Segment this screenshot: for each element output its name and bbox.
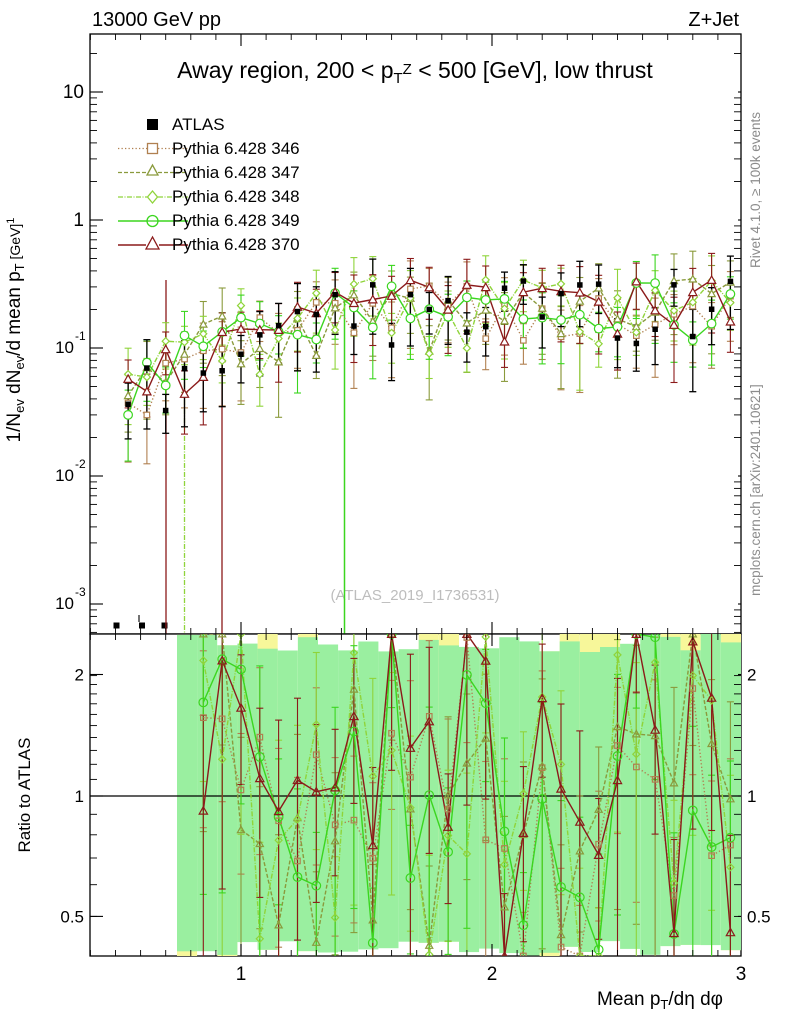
- svg-text:2: 2: [747, 666, 756, 685]
- svg-text:mcplots.cern.ch [arXiv:2401.10: mcplots.cern.ch [arXiv:2401.10621]: [748, 384, 763, 596]
- svg-text:Z+Jet: Z+Jet: [688, 9, 739, 31]
- svg-text:-2: -2: [75, 457, 86, 471]
- svg-text:Ratio to ATLAS: Ratio to ATLAS: [15, 738, 34, 853]
- svg-text:Rivet 4.1.0, ≥ 100k events: Rivet 4.1.0, ≥ 100k events: [748, 112, 763, 268]
- svg-text:1: 1: [75, 787, 84, 806]
- svg-text:Mean pT/dη dφ: Mean pT/dη dφ: [597, 989, 723, 1012]
- svg-text:10: 10: [55, 594, 74, 613]
- svg-text:10: 10: [55, 338, 74, 357]
- svg-text:1: 1: [236, 964, 247, 985]
- svg-text:0.5: 0.5: [60, 907, 84, 926]
- svg-text:3: 3: [736, 964, 747, 985]
- svg-text:13000 GeV pp: 13000 GeV pp: [92, 9, 221, 31]
- svg-text:2: 2: [75, 666, 84, 685]
- svg-text:Pythia 6.428 346: Pythia 6.428 346: [172, 139, 300, 158]
- svg-text:0.5: 0.5: [747, 907, 771, 926]
- svg-text:1: 1: [73, 210, 84, 231]
- svg-text:Pythia 6.428 349: Pythia 6.428 349: [172, 211, 300, 230]
- svg-text:-3: -3: [75, 585, 86, 599]
- svg-text:-1: -1: [75, 329, 86, 343]
- svg-text:10: 10: [55, 466, 74, 485]
- svg-text:Pythia 6.428 347: Pythia 6.428 347: [172, 163, 300, 182]
- svg-text:1: 1: [747, 787, 756, 806]
- svg-text:ATLAS: ATLAS: [172, 115, 225, 134]
- svg-text:Pythia 6.428 370: Pythia 6.428 370: [172, 235, 300, 254]
- svg-text:10: 10: [63, 82, 84, 103]
- svg-text:2: 2: [487, 964, 498, 985]
- svg-text:(ATLAS_2019_I1736531): (ATLAS_2019_I1736531): [330, 587, 499, 604]
- svg-text:Away region, 200 < pTZ < 500 [: Away region, 200 < pTZ < 500 [GeV], low …: [177, 57, 653, 87]
- svg-text:Pythia 6.428 348: Pythia 6.428 348: [172, 187, 300, 206]
